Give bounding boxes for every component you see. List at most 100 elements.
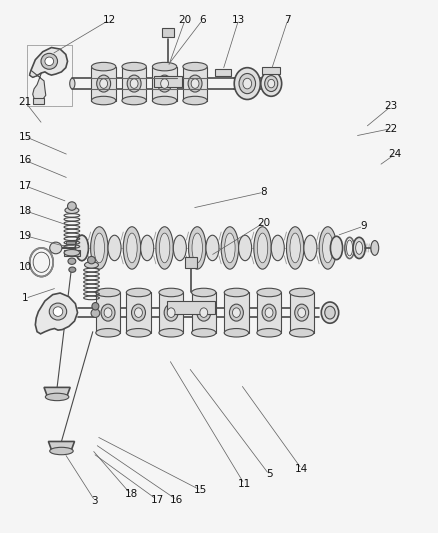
Ellipse shape	[92, 96, 116, 105]
Ellipse shape	[49, 242, 62, 254]
Ellipse shape	[131, 304, 145, 321]
Text: 20: 20	[257, 218, 270, 228]
Polygon shape	[224, 293, 249, 333]
Ellipse shape	[70, 78, 75, 89]
Text: 19: 19	[19, 231, 32, 241]
Ellipse shape	[53, 307, 63, 317]
Ellipse shape	[69, 267, 76, 272]
Ellipse shape	[221, 227, 239, 269]
Text: 14: 14	[295, 464, 308, 474]
Ellipse shape	[126, 288, 151, 297]
Polygon shape	[30, 70, 46, 101]
Polygon shape	[191, 293, 216, 333]
Ellipse shape	[122, 62, 146, 71]
Ellipse shape	[257, 233, 268, 263]
Polygon shape	[152, 67, 177, 101]
Ellipse shape	[41, 53, 57, 69]
Ellipse shape	[122, 96, 146, 105]
Text: 6: 6	[199, 15, 206, 25]
Text: 13: 13	[232, 15, 245, 25]
Ellipse shape	[158, 75, 172, 92]
Ellipse shape	[346, 240, 353, 256]
Ellipse shape	[75, 235, 88, 261]
Ellipse shape	[173, 235, 186, 261]
Polygon shape	[96, 293, 120, 333]
Ellipse shape	[91, 309, 100, 317]
Ellipse shape	[191, 328, 216, 337]
Ellipse shape	[304, 235, 317, 261]
Ellipse shape	[261, 71, 282, 96]
Ellipse shape	[134, 308, 142, 317]
Polygon shape	[183, 67, 207, 101]
Ellipse shape	[152, 62, 177, 71]
Ellipse shape	[200, 308, 208, 317]
Ellipse shape	[108, 235, 121, 261]
Ellipse shape	[126, 328, 151, 337]
Ellipse shape	[97, 75, 111, 92]
Text: 1: 1	[22, 293, 28, 303]
Ellipse shape	[206, 235, 219, 261]
Ellipse shape	[94, 233, 105, 263]
Text: 18: 18	[19, 206, 32, 216]
Ellipse shape	[85, 262, 99, 268]
Ellipse shape	[224, 288, 249, 297]
Text: 20: 20	[179, 15, 191, 25]
Polygon shape	[261, 67, 280, 74]
Ellipse shape	[224, 328, 249, 337]
Text: 16: 16	[19, 156, 32, 165]
Polygon shape	[33, 99, 44, 104]
Ellipse shape	[188, 227, 206, 269]
Ellipse shape	[183, 62, 207, 71]
Polygon shape	[44, 387, 70, 397]
Ellipse shape	[290, 288, 314, 297]
Ellipse shape	[141, 235, 154, 261]
Ellipse shape	[191, 79, 199, 88]
Polygon shape	[35, 293, 78, 334]
Ellipse shape	[91, 227, 108, 269]
Ellipse shape	[96, 288, 120, 297]
Polygon shape	[122, 67, 146, 101]
Ellipse shape	[353, 237, 365, 259]
Text: 3: 3	[92, 496, 98, 506]
Text: 22: 22	[384, 124, 398, 134]
Ellipse shape	[298, 308, 306, 317]
Ellipse shape	[268, 79, 275, 88]
Text: 8: 8	[260, 187, 267, 197]
Ellipse shape	[356, 241, 363, 254]
Polygon shape	[159, 293, 184, 333]
Polygon shape	[48, 441, 74, 451]
Polygon shape	[154, 76, 182, 87]
Polygon shape	[185, 257, 197, 268]
Ellipse shape	[254, 227, 271, 269]
Ellipse shape	[290, 328, 314, 337]
Bar	[27, 45, 72, 106]
Polygon shape	[64, 249, 80, 256]
Ellipse shape	[130, 79, 138, 88]
Text: 9: 9	[360, 221, 367, 231]
Text: 11: 11	[238, 479, 251, 489]
Ellipse shape	[330, 236, 343, 260]
Polygon shape	[92, 67, 116, 101]
Text: 10: 10	[19, 262, 32, 271]
Text: 18: 18	[124, 489, 138, 499]
Polygon shape	[257, 293, 281, 333]
Ellipse shape	[191, 288, 216, 297]
Text: 16: 16	[170, 495, 184, 505]
Ellipse shape	[321, 302, 339, 323]
Polygon shape	[126, 293, 151, 333]
Ellipse shape	[265, 76, 278, 92]
Ellipse shape	[295, 304, 309, 321]
Polygon shape	[30, 47, 67, 77]
Ellipse shape	[49, 303, 67, 320]
Ellipse shape	[123, 227, 141, 269]
Ellipse shape	[271, 235, 284, 261]
Ellipse shape	[159, 288, 184, 297]
Text: 17: 17	[19, 181, 32, 191]
Ellipse shape	[92, 62, 116, 71]
Ellipse shape	[67, 202, 76, 211]
Text: 15: 15	[194, 485, 207, 495]
Ellipse shape	[233, 308, 240, 317]
Text: 12: 12	[102, 15, 116, 25]
Text: 7: 7	[284, 15, 291, 25]
Ellipse shape	[75, 235, 88, 261]
